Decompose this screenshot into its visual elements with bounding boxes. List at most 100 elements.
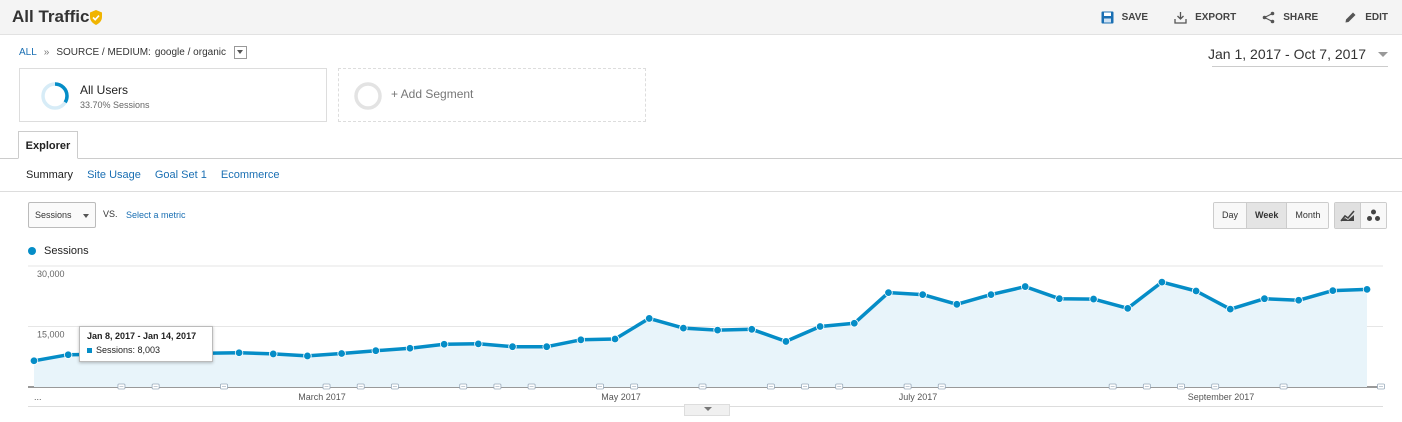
data-point[interactable]	[371, 346, 380, 355]
line-chart-button[interactable]	[1335, 203, 1361, 228]
data-point[interactable]	[1226, 304, 1235, 314]
data-point[interactable]	[713, 325, 722, 335]
annotation-marker-icon[interactable]	[1211, 383, 1220, 390]
chart-type-toggle	[1334, 202, 1387, 229]
motion-chart-button[interactable]	[1361, 203, 1386, 228]
share-button[interactable]: SHARE	[1262, 11, 1318, 24]
data-point[interactable]	[850, 319, 859, 328]
annotation-marker-icon[interactable]	[937, 383, 946, 390]
x-tick-label: May 2017	[601, 392, 641, 402]
edit-button[interactable]: EDIT	[1344, 11, 1388, 24]
breadcrumb-all-link[interactable]: ALL	[19, 47, 37, 58]
annotation-marker-icon[interactable]	[698, 383, 707, 390]
metric-dropdown[interactable]: Sessions	[28, 202, 96, 228]
annotation-marker-icon[interactable]	[903, 383, 912, 390]
annotation-marker-icon[interactable]	[322, 383, 331, 390]
data-point[interactable]	[781, 337, 791, 346]
subtab-summary[interactable]: Summary	[26, 169, 74, 181]
add-segment-button[interactable]: + Add Segment	[338, 68, 646, 122]
data-point[interactable]	[1089, 294, 1098, 304]
annotation-marker-icon[interactable]	[596, 383, 604, 390]
data-point[interactable]	[508, 342, 517, 351]
data-point[interactable]	[952, 300, 962, 309]
tab-explorer[interactable]: Explorer	[18, 131, 78, 159]
annotation-marker-icon[interactable]	[117, 383, 126, 390]
data-point[interactable]	[439, 340, 449, 349]
annotation-marker-icon[interactable]	[766, 383, 775, 390]
data-point[interactable]	[884, 288, 893, 297]
collapse-chart-button[interactable]	[684, 404, 730, 416]
data-point[interactable]	[405, 344, 415, 353]
breadcrumb: ALL » SOURCE / MEDIUM: google / organic	[19, 46, 247, 59]
edit-label: EDIT	[1365, 11, 1388, 23]
data-point[interactable]	[474, 339, 483, 349]
chart-tooltip: Jan 8, 2017 - Jan 14, 2017 Sessions: 8,0…	[79, 326, 213, 362]
data-point[interactable]	[337, 349, 346, 358]
data-point[interactable]	[679, 323, 688, 333]
annotation-marker-icon[interactable]	[630, 383, 639, 390]
tooltip-value: Sessions: 8,003	[96, 345, 161, 355]
date-range-picker[interactable]: Jan 1, 2017 - Oct 7, 2017	[1208, 46, 1388, 62]
data-point[interactable]	[303, 351, 312, 361]
annotation-marker-icon[interactable]	[1377, 383, 1385, 390]
subtab-goal-set-1[interactable]: Goal Set 1	[154, 169, 207, 181]
month-button[interactable]: Month	[1287, 203, 1329, 228]
day-button[interactable]: Day	[1214, 203, 1248, 228]
breadcrumb-dropdown-icon[interactable]	[233, 46, 247, 59]
subtab-divider	[0, 191, 1402, 192]
subtab-site-usage[interactable]: Site Usage	[87, 169, 141, 181]
data-point[interactable]	[1260, 294, 1269, 303]
annotation-marker-icon[interactable]	[1108, 383, 1117, 390]
annotation-marker-icon[interactable]	[356, 383, 365, 390]
data-point[interactable]	[1021, 282, 1030, 291]
annotation-marker-icon[interactable]	[527, 383, 536, 390]
data-point[interactable]	[1055, 294, 1064, 303]
annotation-marker-icon[interactable]	[835, 383, 844, 390]
legend-dot	[28, 247, 36, 255]
annotation-marker-icon[interactable]	[151, 383, 160, 390]
edit-icon	[1345, 12, 1356, 22]
data-point[interactable]	[63, 350, 73, 359]
annotation-marker-icon[interactable]	[220, 383, 228, 390]
annotation-marker-icon[interactable]	[1279, 383, 1288, 390]
breadcrumb-value: google / organic	[154, 47, 226, 58]
data-point[interactable]	[29, 356, 39, 365]
data-point[interactable]	[986, 290, 996, 299]
data-point[interactable]	[645, 314, 654, 323]
data-point[interactable]	[576, 335, 586, 345]
explorer-subtabs: Summary Site Usage Goal Set 1 Ecommerce	[26, 169, 280, 181]
data-point[interactable]	[234, 348, 244, 357]
export-label: EXPORT	[1195, 11, 1237, 23]
annotation-marker-icon[interactable]	[493, 383, 502, 390]
data-point[interactable]	[1157, 277, 1167, 287]
data-point[interactable]	[1191, 286, 1201, 296]
annotation-marker-icon[interactable]	[1142, 383, 1151, 390]
week-button[interactable]: Week	[1247, 203, 1288, 228]
data-point[interactable]	[269, 349, 278, 359]
data-point[interactable]	[747, 325, 756, 334]
annotation-marker-icon[interactable]	[459, 383, 468, 390]
select-metric-link[interactable]: Select a metric	[126, 210, 186, 220]
data-point[interactable]	[815, 322, 825, 331]
export-button[interactable]: EXPORT	[1174, 11, 1236, 24]
verified-shield-icon	[90, 10, 102, 25]
data-point[interactable]	[542, 342, 551, 351]
annotation-marker-icon[interactable]	[1177, 383, 1185, 390]
data-point[interactable]	[1328, 286, 1338, 295]
tooltip-date-range: Jan 8, 2017 - Jan 14, 2017	[87, 331, 197, 341]
y-tick-label: 30,000	[37, 269, 65, 279]
data-point[interactable]	[1362, 285, 1372, 294]
data-point[interactable]	[918, 290, 927, 299]
data-point[interactable]	[610, 334, 620, 344]
save-button[interactable]: SAVE	[1101, 11, 1148, 24]
share-label: SHARE	[1283, 11, 1319, 23]
segment-all-users[interactable]: All Users 33.70% Sessions	[19, 68, 327, 122]
x-tick-label: September 2017	[1188, 392, 1255, 402]
subtab-ecommerce[interactable]: Ecommerce	[220, 169, 280, 181]
sessions-line-chart: 15,000 30,000 ... March 2017 May 2017 July 2…	[28, 265, 1385, 402]
x-tick-label: March 2017	[298, 392, 346, 402]
data-point[interactable]	[1123, 304, 1132, 313]
annotation-marker-icon[interactable]	[390, 383, 399, 390]
data-point[interactable]	[1294, 296, 1303, 305]
annotation-marker-icon[interactable]	[801, 383, 809, 390]
